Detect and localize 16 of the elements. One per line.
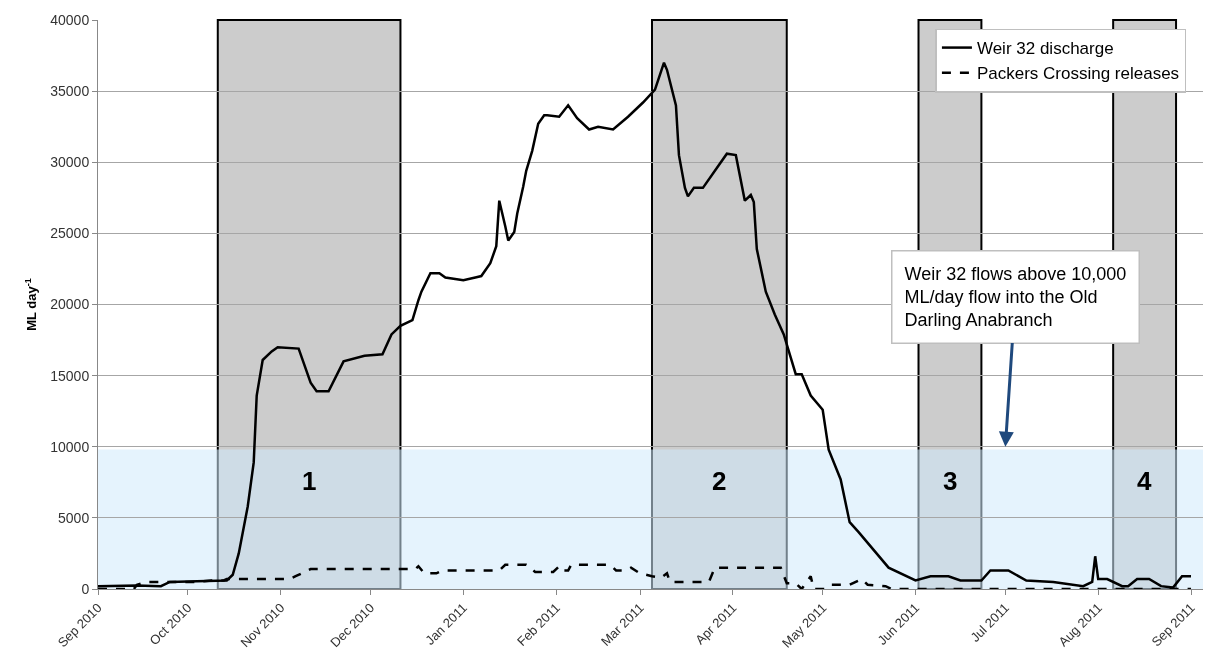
band-label: 3 (943, 466, 958, 496)
y-tick-label: 20000 (50, 296, 90, 313)
annotation: Weir 32 flows above 10,000 ML/day flow into the Old Darling Anabranch (904, 263, 1127, 331)
y-tick-label: 0 (81, 580, 90, 597)
y-tick-label: 35000 (50, 83, 90, 100)
legend-label: Packers Crossing releases (976, 64, 1180, 84)
band-label: 4 (1137, 466, 1152, 496)
y-tick-label: 30000 (50, 154, 90, 171)
y-tick-label: 40000 (50, 11, 90, 28)
band-label: 2 (712, 466, 727, 496)
y-tick-label: 10000 (50, 438, 90, 455)
band-label: 1 (302, 466, 317, 496)
y-tick-label: 15000 (50, 367, 90, 384)
y-tick-label: 5000 (58, 509, 90, 526)
legend-label: Weir 32 discharge (976, 39, 1114, 59)
y-tick-label: 25000 (50, 225, 90, 242)
